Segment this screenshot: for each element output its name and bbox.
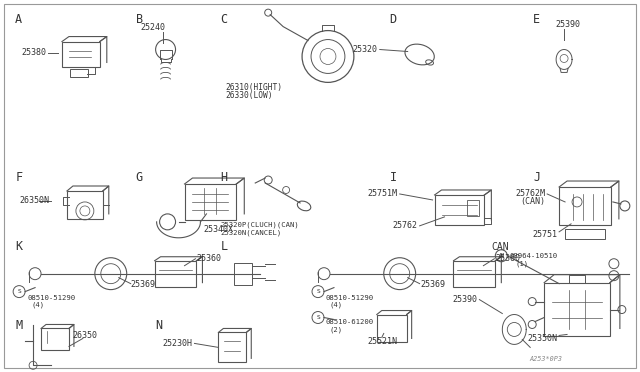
Text: 25230H: 25230H [163,339,193,348]
Text: I: I [390,170,397,183]
Bar [454,261,495,286]
Bar [218,333,246,362]
Text: (1): (1) [515,260,529,267]
Text: L: L [220,240,227,253]
Bar [70,70,88,77]
Text: 25320P(CLUCH)(CAN): 25320P(CLUCH)(CAN) [220,222,299,228]
Bar [435,195,484,225]
Text: E: E [533,13,540,26]
Text: 25390: 25390 [555,20,580,29]
Text: 25762: 25762 [392,221,418,230]
Text: D: D [390,13,397,26]
Bar [544,283,610,336]
Text: N: N [499,253,503,259]
Text: S: S [17,289,21,294]
Text: 25390: 25390 [452,295,477,304]
Text: 25360: 25360 [196,254,221,263]
Text: 25340X: 25340X [204,225,234,234]
Text: 08964-10510: 08964-10510 [509,253,557,259]
Bar [377,314,406,342]
Text: 25762M: 25762M [515,189,545,199]
Bar [559,187,611,225]
Text: 25320: 25320 [353,45,378,54]
Bar [184,184,236,220]
Text: 25751M: 25751M [368,189,397,199]
Text: 25350N: 25350N [527,334,557,343]
Bar [155,261,196,286]
Bar [62,42,100,67]
Text: B: B [136,13,143,26]
Text: S: S [316,315,320,320]
Text: A253*0P3: A253*0P3 [529,356,562,362]
Text: 25751: 25751 [532,230,557,239]
Text: 26330(LOW): 26330(LOW) [225,91,273,100]
Bar [467,200,479,216]
Text: (2): (2) [330,326,343,333]
Bar [565,229,605,239]
Text: 26350N: 26350N [19,196,49,205]
Text: (CAN): (CAN) [520,198,545,206]
Text: 08510-51290: 08510-51290 [27,295,76,301]
Text: M: M [15,319,22,332]
Text: J: J [533,170,540,183]
Text: H: H [220,170,227,183]
Bar [234,263,252,285]
Text: 25369: 25369 [131,280,156,289]
Text: 25360: 25360 [495,254,520,263]
Text: 26310(HIGHT): 26310(HIGHT) [225,83,282,92]
Text: CAN: CAN [492,242,509,252]
Text: 08510-61200: 08510-61200 [326,320,374,326]
Text: 25240: 25240 [140,23,165,32]
Text: 25369: 25369 [420,280,445,289]
Text: G: G [136,170,143,183]
Bar [41,328,69,350]
Text: F: F [15,170,22,183]
Bar [67,191,103,219]
Text: 25521N: 25521N [368,337,398,346]
Text: 08510-51290: 08510-51290 [326,295,374,301]
Text: (4): (4) [330,301,343,308]
Text: (4): (4) [31,301,44,308]
Text: C: C [220,13,227,26]
Text: S: S [316,289,320,294]
Text: 25320N(CANCEL): 25320N(CANCEL) [220,230,282,236]
Text: K: K [15,240,22,253]
Text: 26350: 26350 [73,331,98,340]
Text: N: N [156,319,163,332]
Text: 25380: 25380 [21,48,46,57]
Text: A: A [15,13,22,26]
